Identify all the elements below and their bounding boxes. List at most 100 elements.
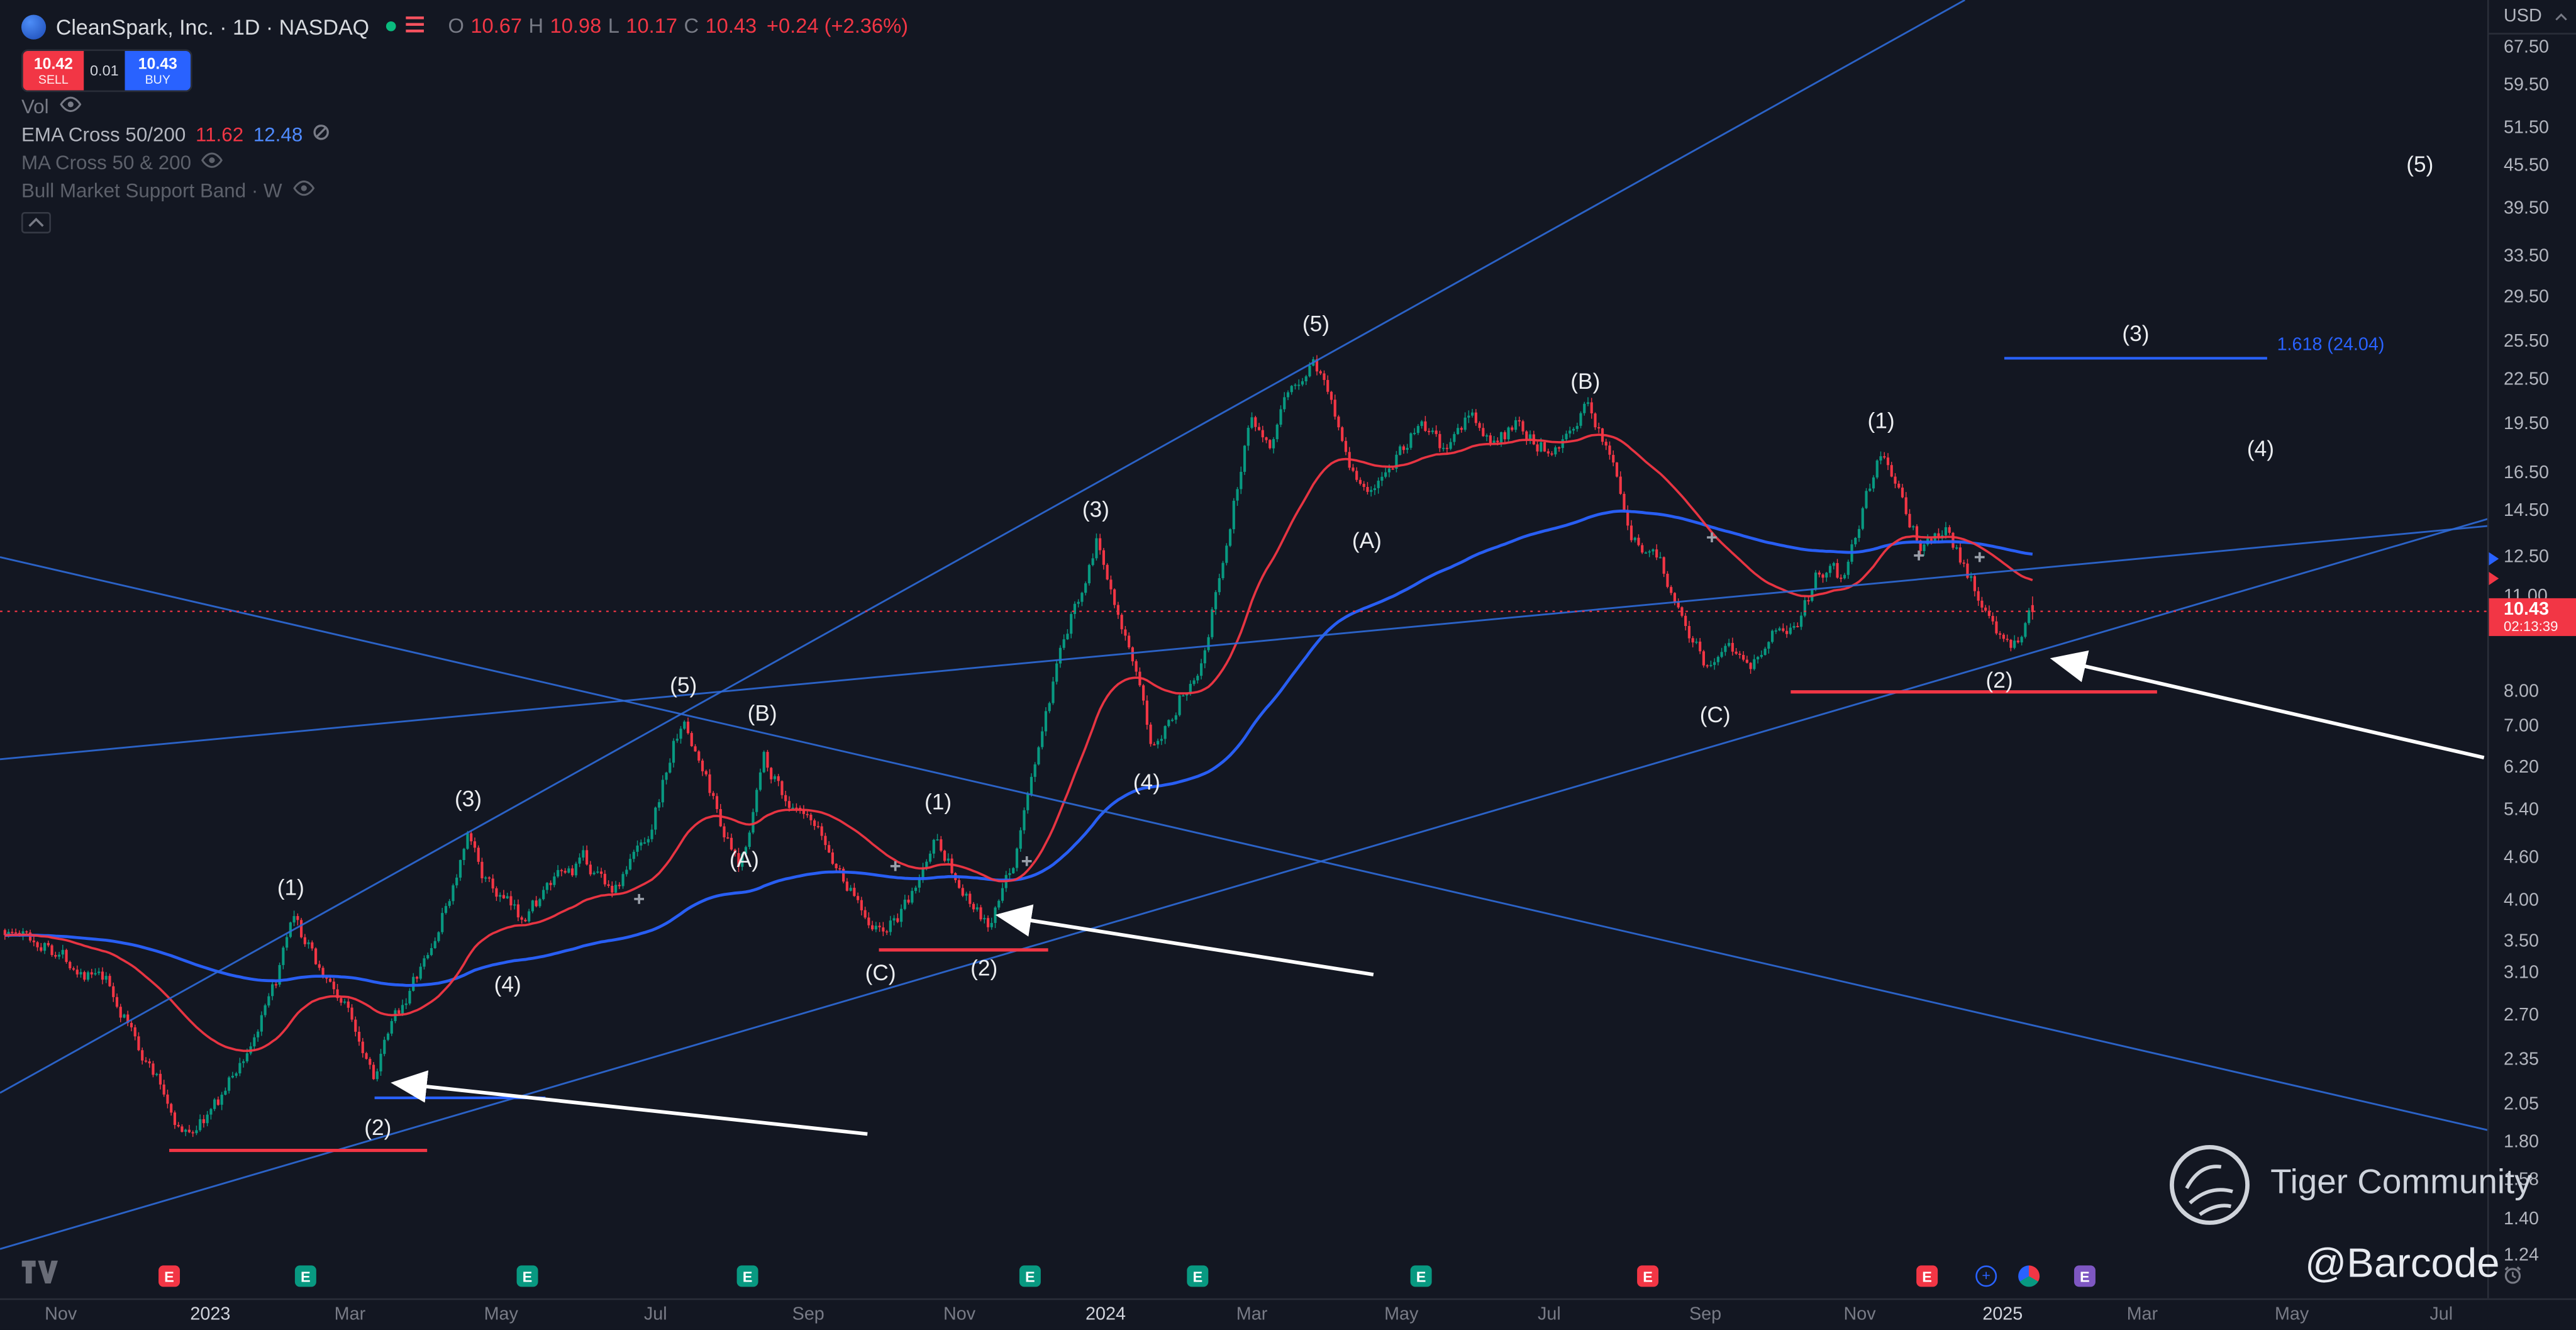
price-tick-label: 51.50 (2504, 118, 2549, 138)
ma-cross-marker (1914, 550, 1924, 561)
time-axis-label: Mar (1236, 1305, 1268, 1325)
buy-button[interactable]: 10.43 BUY (125, 50, 191, 91)
collapse-indicators-button[interactable] (21, 211, 51, 233)
trendline (0, 0, 1965, 1094)
time-axis-label: Nov (943, 1305, 976, 1325)
time-axis-label: Nov (45, 1305, 77, 1325)
symbol-title[interactable]: CleanSpark, Inc. · 1D · NASDAQ (55, 14, 370, 39)
high-label: H (528, 14, 544, 38)
earnings-marker[interactable]: E (1187, 1265, 1209, 1287)
price-tick-label: 19.50 (2504, 414, 2549, 434)
earnings-marker[interactable]: E (516, 1265, 538, 1287)
current-price-value: 10.43 (2504, 600, 2549, 620)
price-tick-label: 39.50 (2504, 199, 2549, 219)
spread-value: 0.01 (89, 62, 119, 79)
time-axis-label: Jul (643, 1305, 667, 1325)
open-value: 10.67 (470, 14, 523, 38)
indicator-name[interactable]: EMA Cross 50/200 (21, 122, 186, 146)
price-tick-label: 2.70 (2504, 1005, 2540, 1026)
price-tick-label: 12.50 (2504, 547, 2549, 567)
time-axis-label: Mar (334, 1305, 366, 1325)
indicator-name[interactable]: MA Cross 50 & 200 (21, 150, 192, 174)
eye-icon[interactable] (201, 150, 225, 174)
current-price-badge: 10.43 02:13:39 (2489, 598, 2576, 636)
annotation-arrow (391, 1070, 868, 1136)
time-axis-label: 2024 (1085, 1305, 1126, 1325)
connection-status-icon (386, 21, 396, 31)
circle-slash-icon[interactable] (313, 123, 331, 146)
eye-icon[interactable] (292, 178, 315, 201)
earnings-marker[interactable]: E (1019, 1265, 1041, 1287)
indicator-name[interactable]: Bull Market Support Band · W (21, 178, 282, 201)
time-axis-label: Sep (1689, 1305, 1722, 1325)
alarm-clock-icon[interactable] (2502, 1264, 2523, 1294)
trendline (0, 525, 2487, 761)
close-value: 10.43 (705, 14, 757, 38)
event-plus-marker[interactable]: + (1975, 1265, 1997, 1287)
time-axis-label: Sep (792, 1305, 824, 1325)
price-tick-label: 5.40 (2504, 800, 2540, 820)
time-axis[interactable]: Nov 2023 Mar May Jul Sep Nov 2024 Mar May Jul Sep No… (0, 1298, 2576, 1330)
earnings-marker[interactable]: E (1410, 1265, 1432, 1287)
time-axis-label: 2023 (190, 1305, 231, 1325)
indicator-row-ema-cross: EMA Cross 50/200 11.62 12.48 (21, 120, 908, 148)
indicator-row-bull-band: Bull Market Support Band · W (21, 176, 908, 204)
eye-icon[interactable] (58, 94, 82, 118)
tradingview-logo[interactable] (21, 1260, 59, 1292)
price-tick-label: 67.50 (2504, 38, 2549, 58)
time-axis-label: Nov (1843, 1305, 1876, 1325)
price-tick-label: 4.60 (2504, 847, 2540, 868)
event-wheel-marker[interactable] (2018, 1265, 2040, 1287)
tiger-logo-icon (2165, 1141, 2254, 1238)
price-tick-label: 8.00 (2504, 682, 2540, 702)
ma-cross-marker (1974, 552, 1985, 562)
low-label: L (608, 14, 619, 38)
earnings-marker[interactable]: E (1916, 1265, 1938, 1287)
candlestick-series (3, 355, 2034, 1137)
ma-cross-marker (890, 861, 901, 871)
sell-button[interactable]: 10.42 SELL (23, 50, 84, 91)
time-axis-label: Jul (1537, 1305, 1561, 1325)
annotation-arrow (995, 904, 1374, 976)
price-tick-label: 2.35 (2504, 1050, 2540, 1070)
time-axis-label: 2025 (1982, 1305, 2023, 1325)
price-tick-label: 22.50 (2504, 369, 2549, 390)
price-tick-label: 29.50 (2504, 288, 2549, 308)
earnings-marker[interactable]: E (736, 1265, 758, 1287)
price-tick-label: 2.05 (2504, 1094, 2540, 1115)
currency-selector[interactable]: USD (2489, 0, 2576, 35)
indicator-name[interactable]: Vol (21, 94, 49, 118)
price-tick-label: 1.80 (2504, 1132, 2540, 1153)
price-tick-label: 45.50 (2504, 156, 2549, 176)
change-value: +0.24 (+2.36%) (766, 14, 908, 38)
earnings-marker[interactable]: E (294, 1265, 316, 1287)
currency-label: USD (2504, 6, 2542, 26)
earnings-marker[interactable]: E (1637, 1265, 1659, 1287)
buy-sell-widget: 10.42 SELL 0.01 10.43 BUY (21, 49, 192, 92)
time-axis-label: Mar (2126, 1305, 2158, 1325)
chevron-up-icon (2555, 12, 2568, 20)
ema-fast-value: 11.62 (196, 122, 244, 146)
timeline-event-markers: E E E E E E E E E + E (0, 1265, 2487, 1288)
price-tick-label: 59.50 (2504, 75, 2549, 96)
low-value: 10.17 (626, 14, 678, 38)
ema-50-line (4, 433, 2033, 1053)
price-tick-label: 25.50 (2504, 332, 2549, 352)
earnings-marker[interactable]: E (2074, 1265, 2096, 1287)
ma-cross-marker (1707, 532, 1717, 543)
ohlc-values: O 10.67 H 10.98 L 10.17 C 10.43 +0.24 (+2.36… (448, 15, 908, 38)
price-scale[interactable]: USD 67.50 59.50 51.50 45.50 39.50 33.50 29.50 2… (2487, 0, 2576, 1299)
price-tick-label: 3.50 (2504, 932, 2540, 952)
fib-level-label: 1.618 (24.04) (2277, 334, 2385, 354)
price-tick-label: 3.10 (2504, 963, 2540, 983)
indicator-list-icon[interactable] (405, 11, 425, 41)
bar-countdown: 02:13:39 (2504, 618, 2558, 635)
time-axis-label: May (1384, 1305, 1419, 1325)
symbol-logo-icon[interactable] (21, 14, 47, 39)
earnings-marker[interactable]: E (158, 1265, 180, 1287)
time-axis-label: Jul (2429, 1305, 2453, 1325)
ema-200-line (4, 510, 2033, 987)
